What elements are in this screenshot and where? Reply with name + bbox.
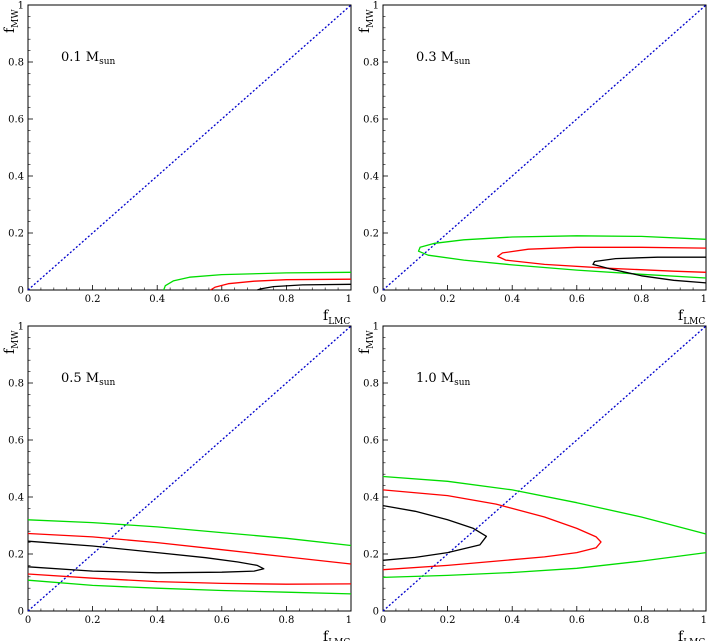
x-tick-label: 0.6 — [569, 294, 585, 305]
x-tick-label: 0 — [380, 294, 386, 305]
x-tick-label: 0.2 — [85, 294, 101, 305]
x-tick-label: 0 — [380, 615, 386, 626]
x-tick-label: 0.2 — [85, 615, 101, 626]
contour-line-1 — [27, 519, 352, 547]
y-tick-label: 1 — [18, 1, 24, 12]
plot-frame — [27, 4, 352, 291]
y-tick-label: 0.4 — [8, 493, 24, 504]
plot-frame — [27, 325, 352, 612]
y-tick-label: 0.4 — [363, 493, 379, 504]
diagonal-line — [382, 325, 707, 612]
x-tick-label: 0.4 — [504, 294, 520, 305]
plot-frame — [382, 325, 707, 612]
y-tick-label: 0.4 — [8, 172, 24, 183]
y-tick-label: 1 — [18, 322, 24, 333]
panel-mass-label: 0.5 Msun — [61, 371, 116, 388]
diagonal-line — [27, 325, 352, 612]
y-tick-label: 0 — [18, 607, 24, 618]
y-tick-label: 1 — [373, 322, 379, 333]
y-tick-label: 0.8 — [363, 379, 379, 390]
contour-line-1 — [417, 235, 707, 279]
y-axis-label: fMW — [2, 9, 21, 33]
x-tick-label: 0.2 — [440, 615, 456, 626]
y-tick-label: 0.2 — [363, 550, 379, 561]
x-tick-label: 0.8 — [278, 615, 294, 626]
y-tick-label: 0.6 — [363, 115, 379, 126]
y-tick-label: 0.2 — [8, 550, 24, 561]
y-tick-label: 0.2 — [8, 229, 24, 240]
y-axis-label: fMW — [357, 9, 376, 33]
y-tick-label: 0.8 — [8, 379, 24, 390]
contour-line-3 — [257, 283, 352, 291]
contour-line-2 — [210, 278, 352, 291]
contour-line-2 — [382, 551, 707, 579]
panel-mass-label: 1.0 Msun — [416, 371, 471, 388]
plot-frame — [382, 4, 707, 291]
diagonal-line — [27, 4, 352, 291]
contour-line-3 — [382, 489, 602, 571]
y-tick-label: 0.2 — [363, 229, 379, 240]
y-axis-label: fMW — [2, 330, 21, 354]
x-tick-label: 0.8 — [633, 294, 649, 305]
x-tick-label: 0.2 — [440, 294, 456, 305]
panel-mass-label: 0.3 Msun — [416, 50, 471, 67]
x-tick-label: 1 — [346, 615, 352, 626]
y-tick-label: 1 — [373, 1, 379, 12]
x-tick-label: 1 — [701, 294, 707, 305]
contour-line-3 — [27, 532, 352, 565]
y-tick-label: 0.6 — [363, 436, 379, 447]
panel-mass-label: 0.1 Msun — [61, 50, 116, 67]
y-tick-label: 0 — [373, 286, 379, 297]
y-tick-label: 0.8 — [363, 58, 379, 69]
x-tick-label: 0 — [25, 615, 31, 626]
contour-line-3 — [592, 256, 707, 284]
x-tick-label: 0.4 — [149, 615, 165, 626]
contour-line-2 — [27, 579, 352, 595]
x-tick-label: 0.4 — [149, 294, 165, 305]
contour-line-5 — [27, 540, 265, 574]
y-axis-label: fMW — [357, 330, 376, 354]
x-axis-label: fLMC — [323, 629, 350, 641]
x-tick-label: 0.8 — [633, 615, 649, 626]
contour-line-1 — [163, 271, 352, 291]
x-axis-label: fLMC — [323, 308, 350, 327]
x-axis-label: fLMC — [678, 308, 705, 327]
x-tick-label: 1 — [346, 294, 352, 305]
y-tick-label: 0.8 — [8, 58, 24, 69]
x-tick-label: 0.4 — [504, 615, 520, 626]
contour-line-4 — [382, 504, 488, 561]
x-axis-label: fLMC — [678, 629, 705, 641]
y-tick-label: 0.4 — [363, 172, 379, 183]
contour-line-1 — [382, 475, 707, 535]
y-tick-label: 0 — [18, 286, 24, 297]
x-tick-label: 0.6 — [214, 294, 230, 305]
y-tick-label: 0 — [373, 607, 379, 618]
contour-line-2 — [497, 246, 707, 273]
x-tick-label: 0 — [25, 294, 31, 305]
x-tick-label: 0.6 — [569, 615, 585, 626]
x-tick-label: 0.6 — [214, 615, 230, 626]
contour-line-4 — [27, 573, 352, 585]
x-tick-label: 0.8 — [278, 294, 294, 305]
y-tick-label: 0.6 — [8, 436, 24, 447]
x-tick-label: 1 — [701, 615, 707, 626]
y-tick-label: 0.6 — [8, 115, 24, 126]
